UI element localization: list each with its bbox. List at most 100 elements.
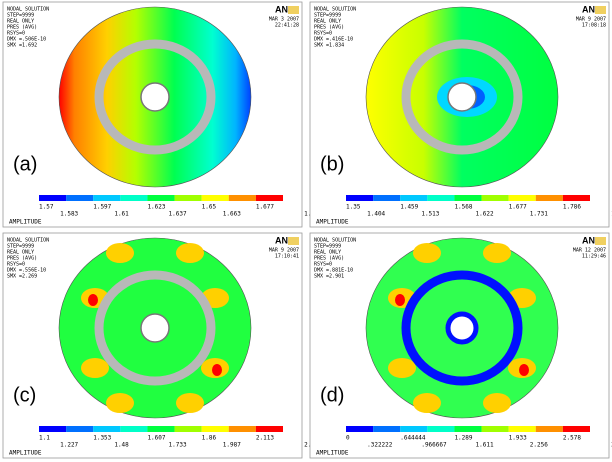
panel-label: (a) bbox=[13, 153, 37, 175]
header-line: SMX =2.901 bbox=[314, 274, 344, 280]
scale-label: 1.35 bbox=[346, 204, 361, 211]
scale-label: 1.933 bbox=[509, 435, 527, 442]
header-line: REAL ONLY bbox=[7, 250, 34, 256]
colorbar-cell bbox=[535, 426, 563, 432]
contour bbox=[212, 364, 222, 376]
contour bbox=[106, 393, 134, 413]
logo: AN bbox=[275, 235, 288, 245]
colorbar-cell bbox=[562, 426, 590, 432]
scale-label: 1.513 bbox=[421, 211, 439, 218]
scale-label: 1.733 bbox=[169, 442, 187, 449]
header-line: STEP=9999 bbox=[7, 244, 34, 250]
header-line: STEP=9999 bbox=[314, 13, 341, 19]
scale-label: 1.48 bbox=[114, 442, 129, 449]
colorbar-cell bbox=[454, 195, 482, 201]
hub bbox=[447, 82, 477, 112]
contour bbox=[519, 364, 529, 376]
logo-tail bbox=[595, 6, 606, 14]
header-line: NODAL SOLUTION bbox=[314, 7, 356, 13]
scale-label: 1.677 bbox=[509, 204, 527, 211]
header-line: PRES (AVG) bbox=[7, 25, 37, 31]
logo: AN bbox=[582, 4, 595, 14]
colorbar-cell bbox=[93, 195, 121, 201]
header-line: RSYS=0 bbox=[314, 31, 332, 37]
date: MAR 9 2007 bbox=[269, 248, 299, 254]
colorbar-cell bbox=[120, 426, 148, 432]
contour bbox=[81, 358, 109, 378]
header-line: SMX =1.834 bbox=[314, 43, 344, 49]
colorbar-cell bbox=[120, 195, 148, 201]
scale-label: 2.578 bbox=[563, 435, 581, 442]
contour bbox=[176, 243, 204, 263]
header-line: NODAL SOLUTION bbox=[7, 7, 49, 13]
colorbar-cell bbox=[427, 195, 455, 201]
colorbar-cell bbox=[346, 195, 374, 201]
time: 11:29:46 bbox=[582, 254, 606, 260]
ring bbox=[401, 270, 523, 386]
header-line: REAL ONLY bbox=[7, 19, 34, 25]
colorbar-cell bbox=[39, 195, 67, 201]
header-line: REAL ONLY bbox=[314, 19, 341, 25]
scale-label: 1.227 bbox=[60, 442, 78, 449]
scale-label: 1.597 bbox=[93, 204, 111, 211]
colorbar-cell bbox=[255, 195, 283, 201]
logo-tail bbox=[595, 237, 606, 245]
scale-label: 1.607 bbox=[147, 435, 165, 442]
header-line: REAL ONLY bbox=[314, 250, 341, 256]
scale-label: 1.57 bbox=[39, 204, 54, 211]
scale-label: 1.61 bbox=[114, 211, 129, 218]
colorbar-cell bbox=[147, 195, 175, 201]
header-line: NODAL SOLUTION bbox=[314, 238, 356, 244]
colorbar-cell bbox=[373, 195, 401, 201]
header-line: PRES (AVG) bbox=[314, 25, 344, 31]
logo: AN bbox=[582, 235, 595, 245]
scale-label: 1.568 bbox=[454, 204, 472, 211]
hub bbox=[140, 82, 170, 112]
colorbar-cell bbox=[228, 426, 256, 432]
contour bbox=[395, 294, 405, 306]
colorbar-cell bbox=[39, 426, 67, 432]
header-line: DMX =.881E-10 bbox=[314, 268, 353, 274]
colorbar-cell bbox=[400, 426, 428, 432]
colorbar-cell bbox=[93, 426, 121, 432]
colorbar-cell bbox=[427, 426, 455, 432]
scale-label: 1.353 bbox=[93, 435, 111, 442]
scale-label: 1.622 bbox=[476, 211, 494, 218]
date: MAR 3 2007 bbox=[269, 17, 299, 23]
colorbar-cell bbox=[201, 426, 229, 432]
colorbar-cell bbox=[535, 195, 563, 201]
contour bbox=[483, 393, 511, 413]
header-line: RSYS=0 bbox=[7, 31, 25, 37]
scale-label: 1.987 bbox=[223, 442, 241, 449]
scale-title: AMPLITUDE bbox=[316, 219, 349, 226]
header-line: SMX =1.692 bbox=[7, 43, 37, 49]
contour bbox=[413, 393, 441, 413]
logo-tail bbox=[288, 237, 299, 245]
scale-label: 1.623 bbox=[147, 204, 165, 211]
header-line: DMX =.416E-10 bbox=[314, 37, 353, 43]
scale-label: 1.677 bbox=[256, 204, 274, 211]
scale-label: 1.65 bbox=[202, 204, 217, 211]
colorbar-cell bbox=[147, 426, 175, 432]
contour bbox=[176, 393, 204, 413]
colorbar-cell bbox=[454, 426, 482, 432]
scale-label: 1.731 bbox=[530, 211, 548, 218]
ring bbox=[94, 270, 216, 386]
date: MAR 12 2007 bbox=[573, 248, 606, 254]
colorbar-cell bbox=[201, 195, 229, 201]
header-line: RSYS=0 bbox=[314, 262, 332, 268]
contour bbox=[413, 243, 441, 263]
scale-label: .644444 bbox=[400, 435, 426, 442]
scale-title: AMPLITUDE bbox=[316, 450, 349, 457]
header-line: DMX =.506E-10 bbox=[7, 37, 46, 43]
scale-label: 1.637 bbox=[169, 211, 187, 218]
scale-title: AMPLITUDE bbox=[9, 450, 42, 457]
header-line: STEP=9999 bbox=[314, 244, 341, 250]
colorbar-cell bbox=[255, 426, 283, 432]
colorbar-cell bbox=[174, 195, 202, 201]
